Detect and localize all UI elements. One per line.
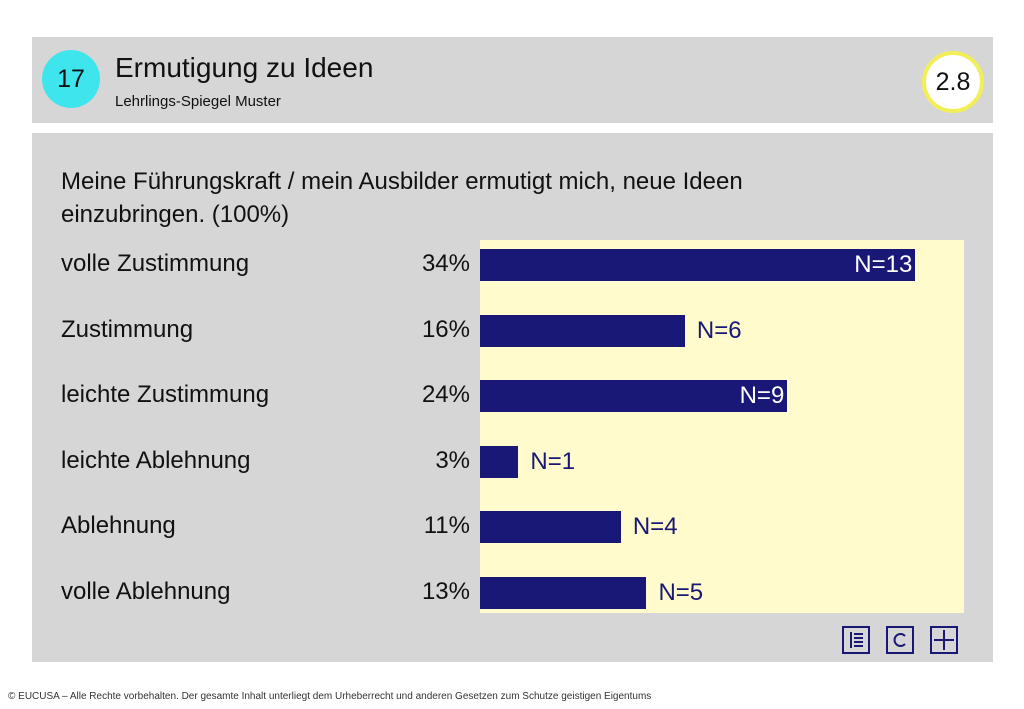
category-label: volle Ablehnung bbox=[61, 578, 231, 605]
page-title: Ermutigung zu Ideen bbox=[115, 52, 374, 83]
category-label: Ablehnung bbox=[61, 512, 176, 540]
percent-label: 3% bbox=[435, 446, 470, 474]
n-label: N=6 bbox=[696, 316, 742, 344]
c-box-icon[interactable] bbox=[886, 626, 914, 654]
percent-label: 34% bbox=[421, 250, 470, 277]
slide-number-badge: 17 bbox=[42, 50, 100, 108]
percent-label: 16% bbox=[421, 315, 470, 343]
bar bbox=[480, 445, 519, 478]
percent-label: 24% bbox=[421, 381, 470, 409]
category-label: leichte Ablehnung bbox=[61, 446, 251, 474]
n-label: N=4 bbox=[632, 513, 678, 541]
bar bbox=[480, 380, 788, 413]
category-label: leichte Zustimmung bbox=[61, 381, 270, 409]
bar bbox=[480, 577, 647, 609]
category-label: Zustimmung bbox=[61, 315, 194, 343]
chart-plot-area: N=13 N=6 N=9 N=1 N=4 N=5 bbox=[480, 240, 964, 613]
n-label: N=9 bbox=[739, 382, 785, 410]
header-bar: 17 Ermutigung zu Ideen Lehrlings-Spiegel… bbox=[32, 37, 993, 123]
chart-title: Meine Führungskraft / mein Ausbilder erm… bbox=[61, 168, 743, 228]
n-label: N=13 bbox=[854, 251, 913, 278]
category-label: volle Zustimmung bbox=[61, 250, 250, 277]
grid-list-icon[interactable] bbox=[842, 626, 870, 654]
bar bbox=[480, 314, 685, 347]
n-label: N=5 bbox=[658, 579, 704, 606]
quad-grid-icon[interactable] bbox=[930, 626, 958, 654]
copyright-footer: © EUCUSA – Alle Rechte vorbehalten. Der … bbox=[8, 691, 652, 702]
percent-label: 13% bbox=[421, 578, 470, 605]
page-subtitle: Lehrlings-Spiegel Muster bbox=[115, 93, 281, 110]
percent-label: 11% bbox=[423, 512, 470, 540]
bar bbox=[480, 249, 916, 281]
score-badge: 2.8 bbox=[922, 51, 984, 113]
n-label: N=1 bbox=[530, 447, 576, 475]
bar bbox=[480, 511, 621, 544]
chart-panel: Meine Führungskraft / mein Ausbilder erm… bbox=[32, 133, 993, 662]
nav-icons bbox=[842, 626, 958, 654]
